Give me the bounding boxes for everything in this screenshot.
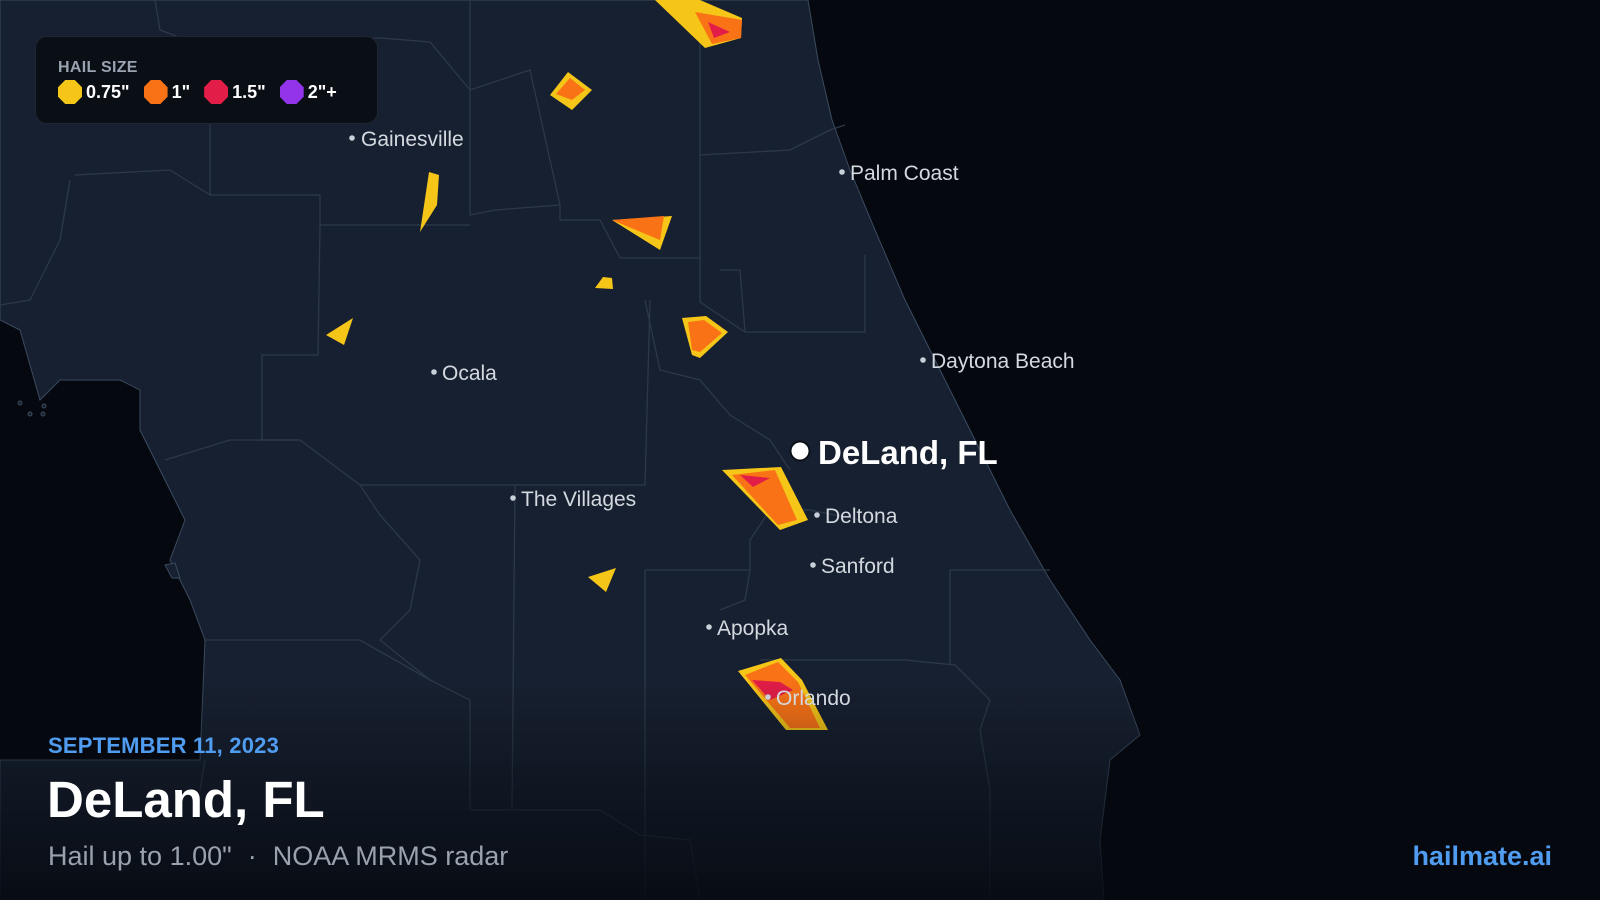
purple-octagon-icon [279,80,304,104]
legend-item-075: 0.75" [58,80,130,104]
coastal-islands [17,400,181,579]
city-the-villages[interactable]: The Villages [510,488,636,511]
focus-location-marker[interactable]: DeLand, FL [789,434,998,471]
hail-swath [420,172,439,232]
svg-text:Apopka: Apopka [717,617,789,640]
svg-text:Gainesville: Gainesville [361,128,464,151]
legend-label: 1.5" [232,81,266,102]
legend-label: 2"+ [307,81,337,102]
hail-summary: Hail up to 1.00" · NOAA MRMS radar [48,841,508,872]
svg-text:The Villages: The Villages [521,488,636,511]
svg-text:Palm Coast: Palm Coast [850,162,959,185]
data-source-text: NOAA MRMS radar [272,841,509,871]
city-sanford[interactable]: Sanford [810,555,895,578]
brand-link[interactable]: hailmate.ai [1412,841,1552,871]
land-mass [0,0,1141,900]
city-gainesville[interactable]: Gainesville [349,128,464,151]
city-labels: Gainesville Palm Coast Ocala Daytona Bea… [349,128,1075,710]
svg-text:Deltona: Deltona [825,505,898,528]
city-deltona[interactable]: Deltona [814,505,898,528]
city-daytona-beach[interactable]: Daytona Beach [920,350,1075,373]
yellow-octagon-icon [58,80,82,104]
city-orlando[interactable]: Orlando [765,687,851,710]
bottom-fade [0,680,1600,900]
red-octagon-icon [204,80,229,104]
legend-item-1: 1" [143,80,191,104]
focus-location-label: DeLand, FL [818,434,998,471]
legend-item-2plus: 2"+ [279,80,337,104]
hail-swath [722,467,808,530]
hail-swath [550,72,592,110]
hail-swath [612,216,672,250]
legend-title: HAIL SIZE [58,59,138,76]
city-ocala[interactable]: Ocala [431,362,497,385]
page-title: DeLand, FL [47,771,325,828]
location-pin-icon [789,440,811,462]
svg-text:Sanford: Sanford [821,555,895,578]
legend-label: 1" [171,81,191,102]
city-apopka[interactable]: Apopka [706,617,789,640]
hail-swath [655,0,742,48]
orange-octagon-icon [143,80,168,104]
hail-swath [588,568,616,592]
hail-size-legend: HAIL SIZE 0.75" 1" 1.5" 2"+ [35,36,378,124]
separator: · [247,841,257,871]
legend-items: 0.75" 1" 1.5" 2"+ [58,80,355,104]
legend-label: 0.75" [86,81,130,102]
hail-swath [595,277,613,289]
hail-swath [326,318,353,345]
svg-text:Orlando: Orlando [776,687,851,710]
hail-swath [682,316,728,358]
hail-max-text: Hail up to 1.00" [48,841,232,871]
event-date: SEPTEMBER 11, 2023 [48,733,280,758]
city-palm-coast[interactable]: Palm Coast [839,162,959,185]
svg-text:Ocala: Ocala [442,362,497,385]
svg-text:Daytona Beach: Daytona Beach [931,350,1075,373]
legend-item-15: 1.5" [204,80,266,104]
